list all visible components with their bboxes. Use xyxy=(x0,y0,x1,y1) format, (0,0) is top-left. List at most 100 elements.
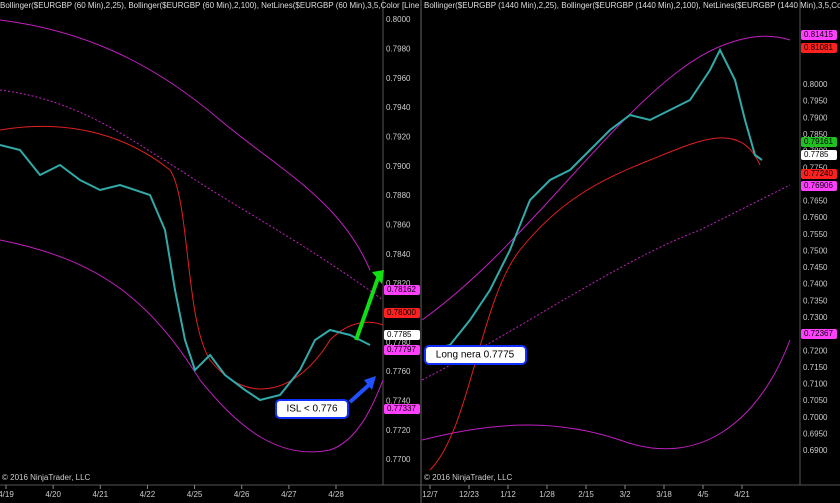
price-tag-bg xyxy=(801,30,837,40)
price-axis-label: 0.7900 xyxy=(803,113,828,122)
annotation-box xyxy=(275,399,349,419)
price-tag-text: 0.77797 xyxy=(387,345,416,354)
price-tag: 0.81081 xyxy=(801,43,837,53)
price-tag-bg xyxy=(801,150,837,160)
price-axis-label: 0.7920 xyxy=(386,132,411,141)
price-axis-label: 0.7900 xyxy=(386,162,411,171)
price-tag-bg xyxy=(384,345,420,355)
price-axis-label: 0.8000 xyxy=(386,15,411,24)
price-axis-label: 0.7300 xyxy=(803,313,828,322)
up-arrow-head xyxy=(372,270,384,284)
price-tag-text: 0.78000 xyxy=(387,308,416,317)
panel-header: Bollinger($EURGBP (60 Min),2,25), Bollin… xyxy=(0,1,420,10)
bollinger-25 xyxy=(429,137,761,471)
lower-band xyxy=(0,239,384,453)
price-tag-bg xyxy=(384,308,420,318)
date-label: 3/18 xyxy=(656,490,672,499)
date-label: 4/28 xyxy=(328,490,344,499)
price-tag-text: 0.76906 xyxy=(804,181,833,190)
date-label: 1/12 xyxy=(500,490,516,499)
price-axis-label: 0.8000 xyxy=(803,80,828,89)
price-tag: 0.77337 xyxy=(384,404,420,414)
price-tag: 0.78000 xyxy=(384,308,420,318)
price-axis-label: 0.7760 xyxy=(386,367,411,376)
date-label: 4/5 xyxy=(697,490,709,499)
price-tag-text: 0.81415 xyxy=(804,30,833,39)
price-axis-label: 0.7840 xyxy=(386,250,411,259)
price-tag-bg xyxy=(801,169,837,179)
copyright: © 2016 NinjaTrader, LLC xyxy=(424,473,513,482)
price-tag-bg xyxy=(801,181,837,191)
price-axis-label: 0.7720 xyxy=(386,426,411,435)
date-label: 4/25 xyxy=(187,490,203,499)
price-axis-label: 0.7400 xyxy=(803,280,828,289)
date-label: 12/7 xyxy=(422,490,438,499)
mid-band xyxy=(0,89,384,301)
date-label: 3/2 xyxy=(619,490,631,499)
date-label: 4/26 xyxy=(234,490,250,499)
price-tag-text: 0.79161 xyxy=(804,137,833,146)
price-axis-label: 0.7350 xyxy=(803,296,828,305)
date-label: 4/22 xyxy=(140,490,156,499)
price-tag-text: 0.72367 xyxy=(804,329,833,338)
price-axis-label: 0.7600 xyxy=(803,213,828,222)
price-tag: 0.76906 xyxy=(801,181,837,191)
price-tag-text: 0.77240 xyxy=(804,169,833,178)
price-tag: 0.72367 xyxy=(801,329,837,339)
price-axis-label: 0.7960 xyxy=(386,74,411,83)
price-tag: 0.81415 xyxy=(801,30,837,40)
price-tag-bg xyxy=(801,137,837,147)
price-tag-text: 0.7785 xyxy=(804,150,829,159)
price-candles xyxy=(429,47,763,351)
panel-header: Bollinger($EURGBP (1440 Min),2,25), Boll… xyxy=(424,1,840,10)
price-tag-bg xyxy=(384,404,420,414)
annotation-box xyxy=(424,345,527,365)
price-axis-label: 0.7000 xyxy=(803,413,828,422)
price-axis-label: 0.6900 xyxy=(803,446,828,455)
price-tag-text: 0.78162 xyxy=(387,285,416,294)
price-axis-label: 0.7820 xyxy=(386,279,411,288)
price-tag-bg xyxy=(384,330,420,340)
copyright: © 2016 NinjaTrader, LLC xyxy=(2,473,91,482)
price-axis-label: 0.6950 xyxy=(803,429,828,438)
price-tag-text: 0.81081 xyxy=(804,43,833,52)
price-tag: 0.79161 xyxy=(801,137,837,147)
annotation: Long nera 0.7775 xyxy=(436,350,515,361)
price-axis-label: 0.7450 xyxy=(803,263,828,272)
upper-band xyxy=(421,35,791,321)
price-tag-bg xyxy=(801,43,837,53)
blue-arrow xyxy=(348,382,372,404)
price-axis-label: 0.7940 xyxy=(386,103,411,112)
annotation: ISL < 0.776 xyxy=(286,404,337,415)
price-tag: 0.7785 xyxy=(384,330,420,340)
price-axis-label: 0.7550 xyxy=(803,230,828,239)
price-axis-label: 0.7050 xyxy=(803,396,828,405)
date-label: 4/27 xyxy=(281,490,297,499)
upper-band xyxy=(0,19,371,271)
price-tag: 0.77797 xyxy=(384,345,420,355)
date-label: 12/23 xyxy=(459,490,480,499)
date-label: 2/15 xyxy=(578,490,594,499)
price-axis-label: 0.7780 xyxy=(386,338,411,347)
price-tag-text: 0.77337 xyxy=(387,404,416,413)
price-tag-text: 0.7785 xyxy=(387,330,412,339)
date-label: 4/20 xyxy=(45,490,61,499)
blue-arrow-head xyxy=(364,376,376,390)
price-axis-label: 0.7880 xyxy=(386,191,411,200)
price-tag-bg xyxy=(384,285,420,295)
price-tag: 0.78162 xyxy=(384,285,420,295)
price-tag-bg xyxy=(801,329,837,339)
price-axis-label: 0.7650 xyxy=(803,197,828,206)
price-axis-label: 0.7850 xyxy=(803,130,828,139)
price-axis-label: 0.7740 xyxy=(386,396,411,405)
price-axis-label: 0.7150 xyxy=(803,363,828,372)
date-label: 1/28 xyxy=(539,490,555,499)
price-axis-label: 0.7980 xyxy=(386,44,411,53)
price-axis-label: 0.7860 xyxy=(386,220,411,229)
lower-band xyxy=(421,339,791,450)
price-tag: 0.7785 xyxy=(801,150,837,160)
price-axis-label: 0.7950 xyxy=(803,97,828,106)
price-axis-label: 0.7700 xyxy=(386,455,411,464)
price-tag: 0.77240 xyxy=(801,169,837,179)
